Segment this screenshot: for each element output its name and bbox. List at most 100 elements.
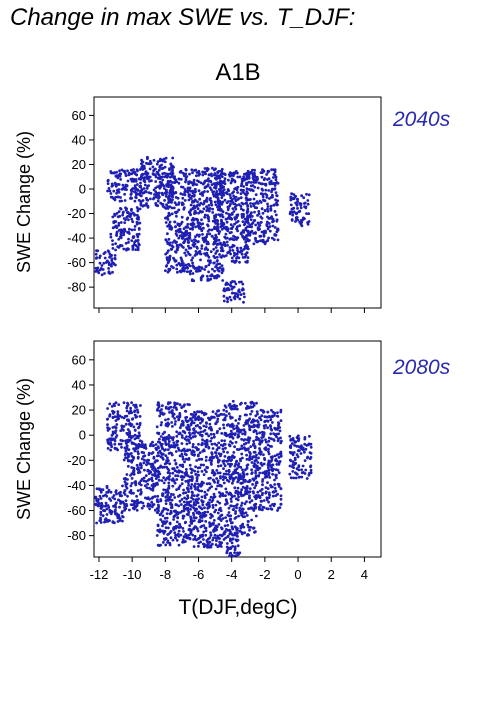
data-point [175,267,179,271]
data-point [188,172,191,176]
data-point [191,226,195,230]
data-point [156,459,159,463]
data-point [138,481,142,485]
data-point [227,480,231,483]
data-point [266,415,269,419]
data-point [303,217,306,221]
data-point [178,234,182,238]
data-point [246,229,249,233]
data-point [121,439,124,443]
data-point [191,217,195,220]
data-point [235,215,239,219]
data-point [113,415,117,418]
data-point [235,429,239,433]
data-point [230,217,234,221]
data-point [197,510,201,514]
data-point [107,267,110,270]
data-point [163,160,167,164]
data-point [153,469,157,473]
data-point [157,405,161,408]
data-point [177,486,181,489]
data-point [207,173,211,177]
data-point [190,505,193,508]
data-point [188,433,192,437]
data-point [191,413,195,416]
data-point [259,234,263,238]
data-point [239,402,242,406]
data-point [209,476,212,480]
data-point [272,172,276,176]
data-point [252,404,256,407]
data-point [163,165,167,169]
data-point [229,440,232,443]
data-point [155,511,159,514]
data-point [223,235,227,239]
data-point [223,443,227,446]
data-point [127,171,131,175]
data-point [272,176,275,179]
data-point [129,196,133,200]
data-point [267,473,271,476]
data-point [254,223,258,227]
data-point [145,497,149,500]
data-point [157,168,161,172]
data-point [141,160,145,164]
data-point [217,446,220,450]
data-point [140,457,144,461]
data-point [184,491,188,494]
data-point [234,170,238,173]
data-point [154,443,158,446]
data-point [162,412,166,416]
data-point [214,215,218,219]
data-point [246,523,250,527]
data-point [175,180,179,184]
data-point [239,477,243,481]
data-point [252,442,256,446]
data-point [276,181,280,185]
data-point [184,178,188,182]
data-point [242,185,246,188]
data-point [232,508,236,511]
data-point [156,524,160,528]
data-point [164,495,168,499]
data-point [204,172,208,176]
data-point [105,486,109,489]
data-point [150,500,154,504]
data-point [109,232,113,236]
data-point [130,217,134,221]
data-point [266,202,269,206]
data-point [234,282,238,286]
data-point [241,507,245,511]
data-point [290,218,294,221]
data-point [187,194,191,198]
data-point [225,226,229,230]
data-point [185,468,188,471]
data-point [250,410,254,413]
data-point [195,459,199,462]
data-point [245,486,249,490]
data-point [251,483,255,486]
data-point [185,453,188,457]
data-point [249,202,252,205]
data-point [216,268,220,272]
data-point [218,471,222,475]
data-point [234,476,238,479]
data-point [256,214,259,217]
data-point [199,426,203,430]
data-point [265,173,268,176]
data-point [122,210,125,214]
data-point [186,266,190,270]
data-point [242,470,245,474]
data-point [204,526,208,530]
data-point [278,452,281,456]
data-point [129,212,133,216]
data-point [219,518,223,522]
data-point [182,504,186,508]
data-point [212,495,216,499]
data-point [186,222,190,226]
data-point [247,175,251,179]
data-point [290,207,294,211]
data-point [233,205,237,209]
data-point [202,542,206,546]
data-point [273,233,277,237]
